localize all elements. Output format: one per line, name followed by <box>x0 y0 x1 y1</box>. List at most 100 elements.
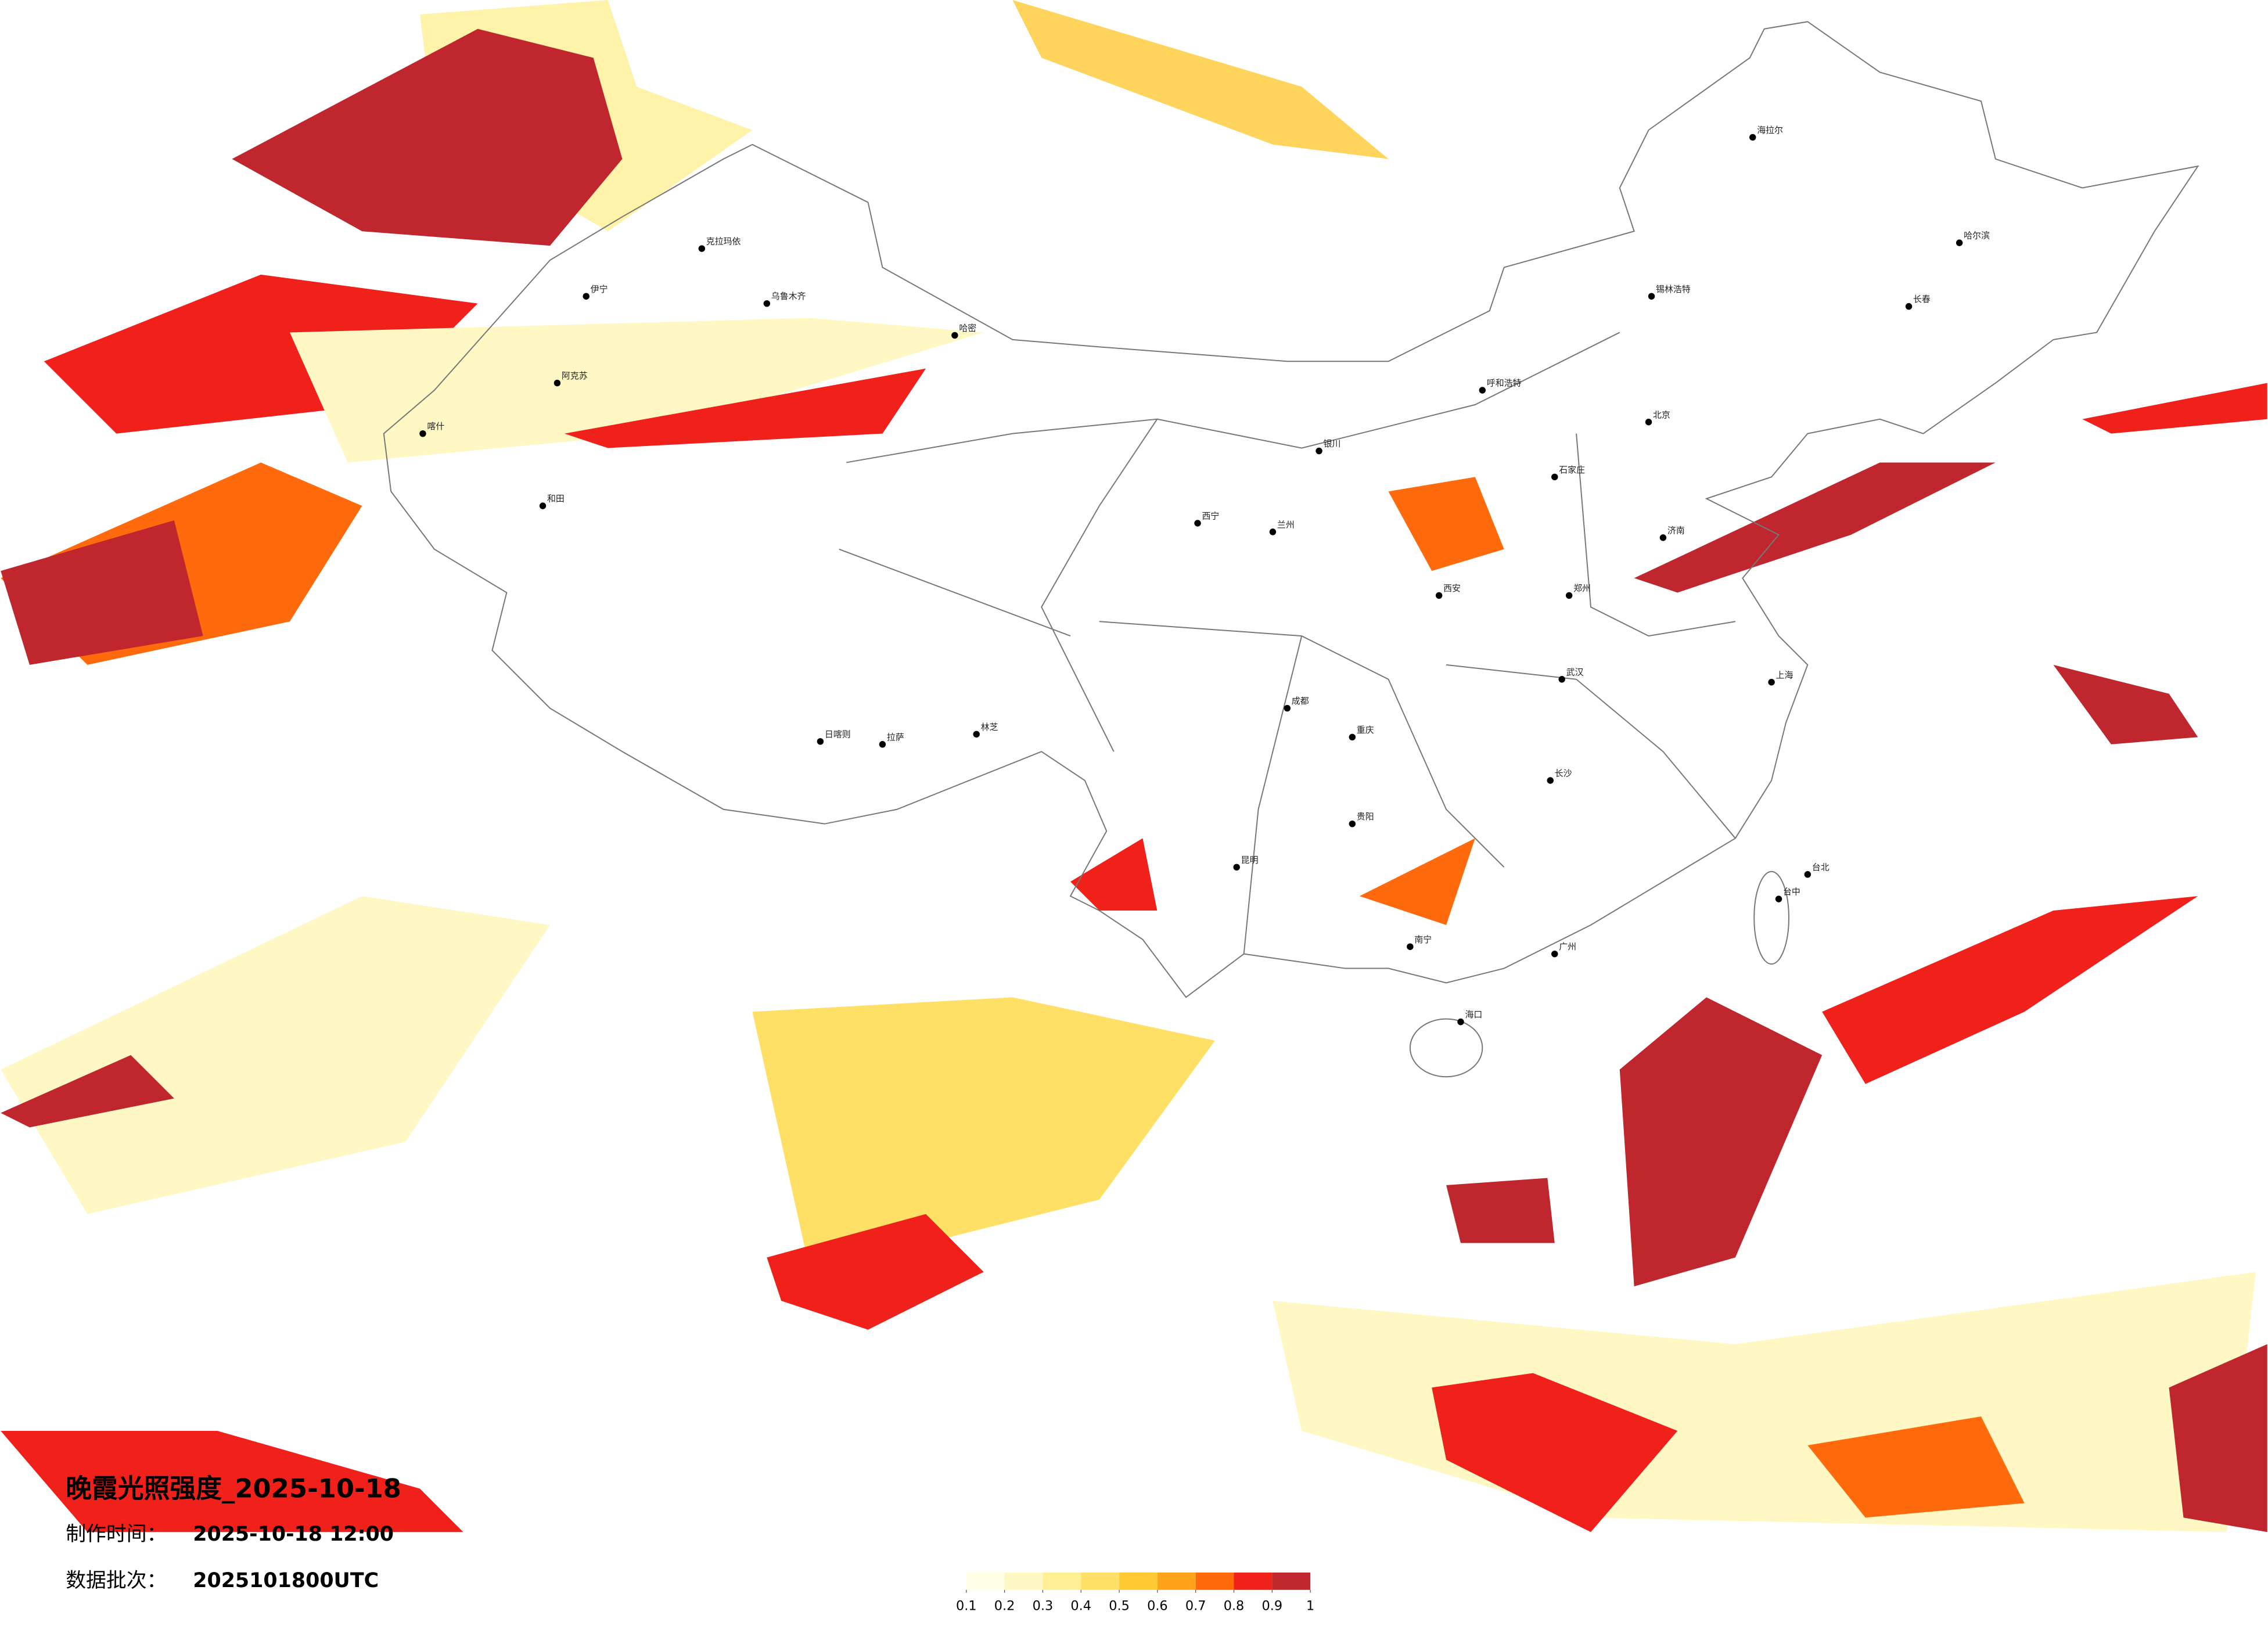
city-label: 西安 <box>1443 583 1461 593</box>
city-dot <box>583 293 590 300</box>
city-label: 锡林浩特 <box>1656 284 1691 294</box>
taiwan-border <box>1753 870 1789 965</box>
city-label: 阿克苏 <box>562 370 588 381</box>
heat-area <box>752 997 1215 1272</box>
legend-swatch <box>1004 1572 1043 1590</box>
city-dot <box>1905 303 1913 310</box>
city-dot <box>951 332 958 339</box>
heat-area <box>1 1431 463 1533</box>
boundaries <box>383 21 2199 1078</box>
city-label: 兰州 <box>1277 519 1295 530</box>
city-dot <box>1659 534 1667 541</box>
heat-area <box>1359 838 1475 925</box>
city-label: 广州 <box>1559 941 1576 952</box>
heat-area <box>1446 1178 1555 1243</box>
city-label: 哈密 <box>959 323 976 333</box>
legend-swatch <box>1043 1572 1081 1590</box>
city-dot <box>1284 704 1291 712</box>
city-label: 哈尔滨 <box>1964 231 1990 241</box>
heat-area <box>2169 1344 2267 1533</box>
info-block: 制作时间： 2025-10-18 12:00 数据批次： 2025101800UTC <box>66 1523 394 1592</box>
legend-tick-label: 0.9 <box>1262 1599 1283 1614</box>
city-label: 长沙 <box>1555 768 1572 779</box>
legend-swatch <box>1272 1572 1311 1590</box>
legend-tick-label: 0.3 <box>1033 1599 1054 1614</box>
city-dot <box>1269 528 1277 535</box>
city-dot <box>1457 1018 1464 1026</box>
info-label: 数据批次： <box>66 1569 167 1592</box>
heat-layer <box>1 0 2267 1533</box>
city-label: 日喀则 <box>825 729 851 739</box>
legend-tick-label: 0.1 <box>956 1599 977 1614</box>
heat-area <box>1 896 550 1214</box>
city-dot <box>1194 520 1201 527</box>
city-dot <box>973 731 980 738</box>
city-label: 拉萨 <box>887 732 904 742</box>
province-border <box>839 332 1736 954</box>
heat-area <box>1012 0 1389 159</box>
legend-swatch <box>1195 1572 1234 1590</box>
city-label: 济南 <box>1667 525 1685 535</box>
legend-tick-label: 0.6 <box>1147 1599 1168 1614</box>
city-label: 海拉尔 <box>1757 125 1783 135</box>
city-dot <box>1648 293 1655 300</box>
city-dot <box>1435 592 1443 599</box>
map-title: 晚霞光照强度_2025-10-18 <box>66 1473 401 1503</box>
legend-tick-label: 1 <box>1306 1599 1314 1614</box>
legend: 0.1 0.2 0.3 0.4 0.5 0.6 0.7 0.8 0.9 1 <box>956 1572 1314 1614</box>
city-label: 成都 <box>1292 696 1309 706</box>
city-label: 石家庄 <box>1559 465 1585 475</box>
city-dot <box>1407 943 1414 950</box>
city-dot <box>1547 777 1554 784</box>
heat-area <box>564 368 926 448</box>
city-label: 重庆 <box>1357 725 1374 735</box>
city-label: 西宁 <box>1202 511 1219 521</box>
info-value: 2025101800UTC <box>193 1569 379 1592</box>
city-dot <box>1315 447 1322 455</box>
city-label: 台中 <box>1783 887 1800 897</box>
legend-tick-label: 0.2 <box>994 1599 1015 1614</box>
heat-area <box>1822 896 2198 1084</box>
city-dot <box>1551 950 1558 958</box>
city-label: 长春 <box>1913 294 1931 304</box>
heat-area <box>1388 477 1504 571</box>
country-border <box>383 21 2199 998</box>
heat-area <box>1634 462 1996 593</box>
legend-swatch <box>1119 1572 1158 1590</box>
heat-area <box>1 1055 174 1128</box>
city-dot <box>1233 864 1240 871</box>
city-dot <box>817 738 824 745</box>
heat-area <box>2053 664 2198 744</box>
city-dot <box>1804 871 1811 878</box>
city-label: 喀什 <box>427 421 444 431</box>
hainan-border <box>1409 1018 1483 1078</box>
city-dot <box>1956 239 1963 246</box>
legend-tick-label: 0.7 <box>1185 1599 1206 1614</box>
city-dot <box>1645 419 1652 426</box>
city-dot <box>1558 676 1565 683</box>
city-dot <box>1768 679 1775 686</box>
legend-swatch <box>1234 1572 1273 1590</box>
city-label: 郑州 <box>1573 583 1591 593</box>
legend-swatch <box>966 1572 1005 1590</box>
heat-area <box>2082 383 2267 434</box>
city-dot <box>1479 387 1486 394</box>
city-dot <box>879 741 886 748</box>
city-label: 银川 <box>1324 438 1341 449</box>
city-label: 克拉玛依 <box>706 236 741 247</box>
city-dot <box>698 245 706 252</box>
city-dot <box>763 300 771 307</box>
heat-area <box>767 1214 984 1330</box>
heat-area <box>1 520 203 665</box>
city-dot <box>1551 473 1558 481</box>
city-label: 昆明 <box>1241 855 1259 865</box>
city-dot <box>419 430 426 437</box>
city-label: 北京 <box>1653 409 1670 420</box>
city-dot <box>553 379 561 387</box>
city-dot <box>1749 134 1756 141</box>
city-label: 海口 <box>1465 1009 1482 1020</box>
city-label: 呼和浩特 <box>1487 378 1522 388</box>
heat-area <box>1273 1272 2256 1533</box>
